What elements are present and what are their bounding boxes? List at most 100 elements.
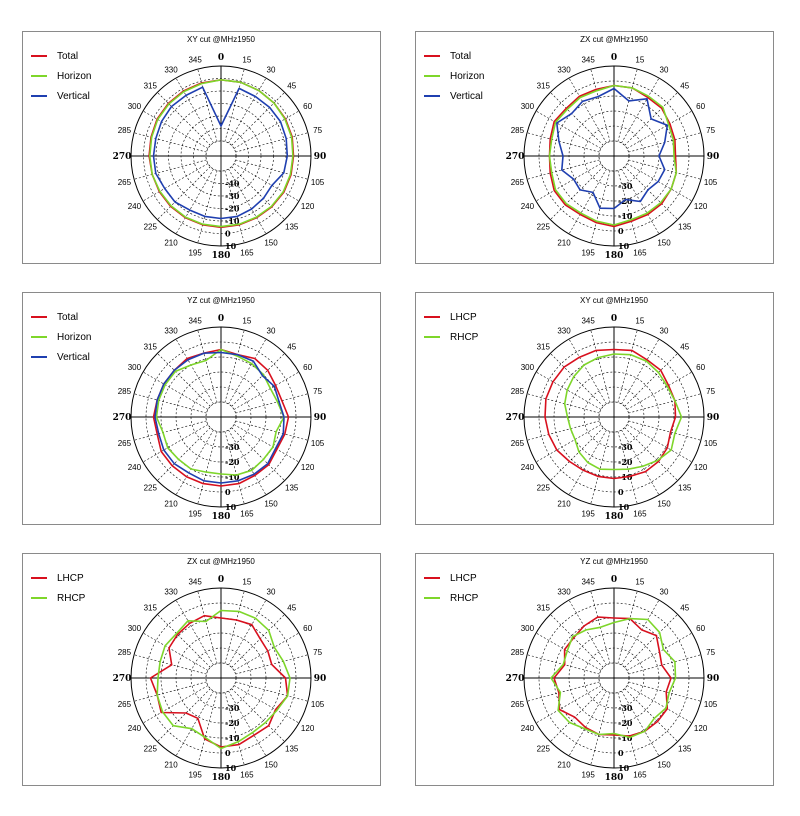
legend-item: RHCP bbox=[31, 588, 85, 608]
angle-label: 345 bbox=[581, 316, 595, 325]
angle-label: 300 bbox=[128, 363, 142, 372]
angle-label: 195 bbox=[188, 249, 202, 258]
angle-label: 210 bbox=[164, 761, 178, 770]
series-line bbox=[149, 78, 294, 228]
grid-spoke bbox=[628, 681, 702, 702]
grid-spoke bbox=[568, 599, 607, 666]
legend-label: Horizon bbox=[57, 331, 92, 343]
chart-panel: XY cut @MHz1950 0 15 30 45 60 75 90 105 120 135 150… bbox=[22, 31, 381, 264]
series-line bbox=[548, 84, 678, 228]
angle-label: 300 bbox=[128, 624, 142, 633]
radial-label: -20 bbox=[618, 457, 633, 467]
legend-item: Horizon bbox=[31, 66, 91, 86]
chart-panel: YZ cut @MHz1950 0 15 30 45 60 75 90 105 120 135 150… bbox=[415, 553, 774, 786]
radial-label: 0 bbox=[618, 748, 624, 758]
angle-label: 270 bbox=[113, 413, 132, 423]
angle-label: 180 bbox=[605, 251, 624, 261]
angle-label: 45 bbox=[680, 342, 689, 351]
angle-label: 265 bbox=[118, 439, 132, 448]
radial-label: 0 bbox=[225, 487, 231, 497]
series-line bbox=[556, 87, 669, 210]
angle-label: 315 bbox=[537, 603, 551, 612]
grid-spoke bbox=[157, 427, 211, 481]
grid-spoke bbox=[621, 599, 660, 666]
angle-label: 75 bbox=[313, 648, 322, 657]
angle-label: 330 bbox=[557, 326, 571, 335]
legend-swatch bbox=[31, 55, 47, 57]
angle-label: 225 bbox=[144, 484, 158, 493]
grid-spoke bbox=[231, 353, 285, 407]
grid-spoke bbox=[535, 371, 602, 410]
grid-spoke bbox=[142, 163, 209, 202]
grid-spoke bbox=[197, 329, 218, 403]
angle-label: 60 bbox=[696, 102, 705, 111]
grid-spoke bbox=[617, 329, 638, 403]
grid-spoke bbox=[175, 599, 214, 666]
angle-label: 90 bbox=[314, 152, 327, 162]
angle-label: 135 bbox=[678, 223, 692, 232]
grid-spoke bbox=[224, 329, 245, 403]
grid-spoke bbox=[157, 688, 211, 742]
angle-label: 15 bbox=[242, 577, 251, 586]
angle-label: 60 bbox=[303, 102, 312, 111]
angle-label: 0 bbox=[218, 53, 224, 63]
angle-label: 150 bbox=[657, 239, 671, 248]
grid-spoke bbox=[590, 431, 611, 505]
grid-spoke bbox=[621, 690, 660, 757]
grid-spoke bbox=[624, 427, 678, 481]
grid-spoke bbox=[142, 110, 209, 149]
angle-label: 120 bbox=[301, 202, 315, 211]
legend-item: Horizon bbox=[424, 66, 484, 86]
legend-label: RHCP bbox=[450, 592, 479, 604]
grid-spoke bbox=[526, 159, 600, 180]
grid-spoke bbox=[175, 338, 214, 405]
angle-label: 330 bbox=[164, 587, 178, 596]
angle-label: 30 bbox=[660, 326, 669, 335]
series-line bbox=[548, 84, 678, 226]
angle-label: 225 bbox=[537, 484, 551, 493]
grid-spoke bbox=[621, 77, 660, 144]
angle-label: 265 bbox=[511, 700, 525, 709]
angle-label: 90 bbox=[707, 152, 720, 162]
series-line bbox=[544, 348, 677, 480]
radial-label: -20 bbox=[618, 196, 633, 206]
legend: Total Horizon Vertical bbox=[31, 46, 91, 106]
legend-label: Vertical bbox=[57, 351, 90, 363]
grid-spoke bbox=[626, 685, 693, 724]
grid-spoke bbox=[224, 431, 245, 505]
angle-label: 45 bbox=[680, 603, 689, 612]
legend-label: LHCP bbox=[450, 572, 477, 584]
radial-label: -40 bbox=[225, 179, 240, 189]
grid-spoke bbox=[550, 427, 604, 481]
legend-swatch bbox=[424, 95, 440, 97]
angle-label: 345 bbox=[188, 55, 202, 64]
legend: Total Horizon Vertical bbox=[424, 46, 484, 106]
series-line bbox=[563, 353, 683, 471]
grid-spoke bbox=[224, 692, 245, 766]
angle-label: 15 bbox=[635, 316, 644, 325]
angle-label: 0 bbox=[218, 314, 224, 324]
polar-chart: YZ cut @MHz1950 0 15 30 45 60 75 90 105 120 135 150… bbox=[506, 557, 720, 783]
grid-spoke bbox=[228, 168, 267, 235]
grid-spoke bbox=[228, 338, 267, 405]
angle-label: 180 bbox=[605, 512, 624, 522]
legend-item: RHCP bbox=[424, 327, 478, 347]
angle-label: 345 bbox=[188, 577, 202, 586]
grid-spoke bbox=[550, 92, 604, 146]
angle-label: 195 bbox=[188, 510, 202, 519]
grid-spoke bbox=[175, 77, 214, 144]
legend-swatch bbox=[31, 316, 47, 318]
legend-swatch bbox=[424, 75, 440, 77]
legend-label: RHCP bbox=[57, 592, 86, 604]
chart-panel: YZ cut @MHz1950 0 15 30 45 60 75 90 105 120 135 150… bbox=[22, 292, 381, 525]
grid-spoke bbox=[133, 159, 207, 180]
angle-label: 45 bbox=[287, 342, 296, 351]
radial-label: -20 bbox=[225, 718, 240, 728]
polar-chart: ZX cut @MHz1950 0 15 30 45 60 75 90 105 120 135 150… bbox=[113, 557, 327, 783]
angle-label: 240 bbox=[128, 202, 142, 211]
grid-spoke bbox=[133, 654, 207, 675]
angle-label: 15 bbox=[242, 316, 251, 325]
angle-label: 195 bbox=[581, 249, 595, 258]
angle-label: 105 bbox=[311, 700, 325, 709]
radial-label: -30 bbox=[225, 442, 240, 452]
